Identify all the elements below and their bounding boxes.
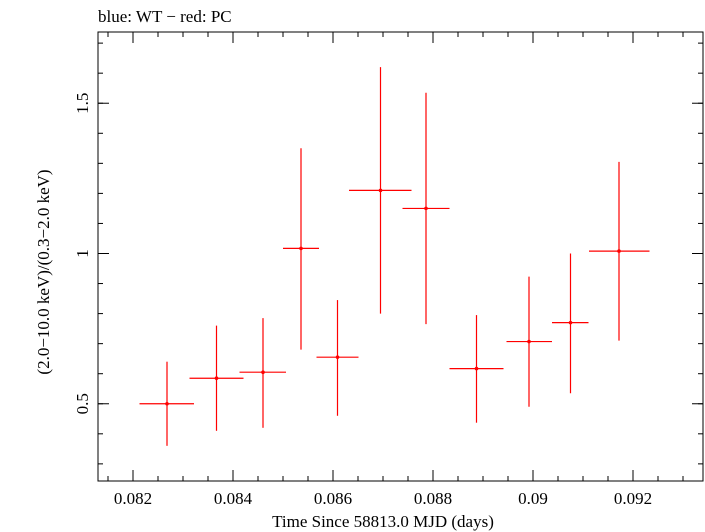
data-point — [349, 67, 412, 314]
x-tick-label: 0.084 — [214, 489, 253, 508]
x-axis: 0.082 0.084 0.086 0.088 0.09 0.092 — [107, 32, 684, 508]
y-tick-label: 0.5 — [73, 393, 92, 414]
point-marker — [261, 370, 265, 375]
data-point — [589, 161, 650, 341]
point-marker — [527, 339, 531, 344]
x-tick-label: 0.082 — [114, 489, 152, 508]
y-tick-label: 1.5 — [73, 93, 92, 114]
x-tick-label: 0.092 — [614, 489, 652, 508]
data-point — [316, 300, 359, 416]
y-tick-label: 1 — [73, 249, 92, 257]
data-point — [506, 276, 552, 407]
point-marker — [335, 355, 340, 359]
data-point — [402, 92, 450, 325]
x-tick-label: 0.088 — [414, 489, 452, 508]
point-marker — [378, 188, 383, 193]
data-point — [189, 325, 244, 431]
point-marker — [617, 249, 621, 253]
plot-frame — [97, 31, 704, 482]
point-marker — [214, 376, 219, 381]
data-point — [449, 315, 504, 423]
y-axis-label: (2.0−10.0 keV)/(0.3−2.0 keV) — [34, 169, 53, 374]
x-axis-label: Time Since 58813.0 MJD (days) — [272, 512, 494, 531]
x-tick-label: 0.086 — [314, 489, 352, 508]
chart-title: blue: WT − red: PC — [98, 7, 232, 26]
y-axis: 0.5 1 1.5 — [73, 42, 703, 465]
data-point — [139, 361, 194, 446]
data-point — [239, 318, 286, 428]
data-point — [552, 253, 589, 394]
data-point — [283, 148, 319, 350]
point-marker — [299, 246, 303, 251]
point-marker — [165, 401, 169, 406]
point-marker — [424, 206, 428, 211]
x-tick-label: 0.09 — [518, 489, 548, 508]
data-series — [139, 67, 650, 446]
point-marker — [474, 366, 479, 371]
point-marker — [568, 320, 573, 325]
